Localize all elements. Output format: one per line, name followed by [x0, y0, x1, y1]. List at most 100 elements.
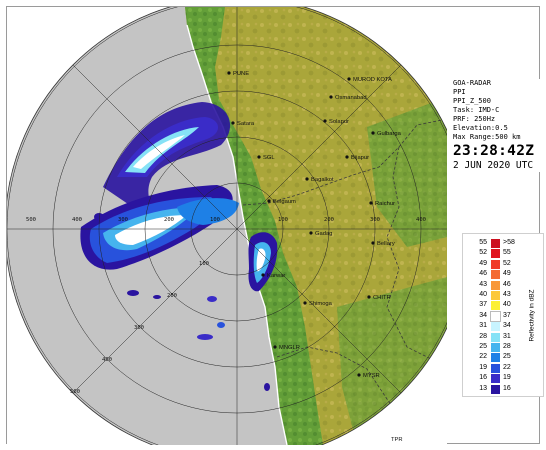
city-label: MUROD KOTA: [353, 77, 392, 83]
ring-label: 500: [70, 389, 80, 395]
max-range-value: Max Range:500 km: [453, 133, 521, 141]
city-label: Bellary: [377, 241, 395, 247]
legend-row: 19 22: [463, 363, 523, 374]
range-label: 100: [210, 217, 220, 223]
legend-low-value: 52: [479, 249, 487, 257]
legend-low-value: 19: [479, 363, 487, 371]
range-label: 300: [370, 217, 380, 223]
legend-high-value: 31: [503, 332, 511, 340]
legend-color-swatch: [491, 270, 500, 280]
city-label: Satara: [237, 121, 255, 127]
legend-high-value: 46: [503, 280, 511, 288]
legend-row: 31 34: [463, 321, 523, 332]
range-rings: [7, 7, 447, 445]
station-name: GOA-RADAR: [453, 79, 491, 87]
legend-title-text: Reflectivity in dBZ: [528, 289, 536, 342]
range-label: 400: [72, 217, 82, 223]
legend-high-value: 16: [503, 384, 511, 392]
legend-color-swatch: [491, 363, 500, 373]
elevation-value: Elevation:0.5: [453, 124, 508, 132]
city-label: Shimoga: [309, 301, 333, 307]
legend-row: 55 >58: [463, 238, 523, 249]
city-label: Raichur: [375, 201, 395, 207]
legend-low-value: 25: [479, 343, 487, 350]
legend-high-value: 52: [503, 259, 511, 267]
legend-color-swatch: [491, 343, 500, 352]
legend-high-value: 55: [503, 249, 511, 257]
city-labels: PUNE MUROD KOTA Osmanabad Satara Solapur…: [227, 71, 403, 443]
legend-high-value: 22: [503, 363, 511, 371]
legend-row: 46 49: [463, 269, 523, 280]
legend-color-swatch: [491, 301, 500, 311]
legend-low-value: 49: [479, 259, 487, 267]
range-label: 200: [164, 217, 174, 223]
city-label: TPR: [391, 437, 403, 443]
ring-label: 300: [134, 325, 144, 331]
legend-row: 34 37: [463, 310, 523, 322]
legend-row: 22 25: [463, 352, 523, 363]
legend-row: 52 55: [463, 248, 523, 259]
legend-low-value: 40: [479, 291, 487, 298]
legend-color-swatch: [491, 353, 500, 363]
range-label: 100: [278, 217, 288, 223]
reflectivity-legend: 55 >58 52 55 49 52 46 49 43 46 40 43 37 40 34 37 31 34 28 3…: [462, 233, 544, 397]
rain-echoes: [80, 102, 278, 391]
city-label: Bagalkot: [311, 177, 334, 183]
legend-low-value: 13: [479, 384, 487, 392]
legend-high-value: 49: [503, 270, 511, 278]
task-name: Task: IMD-C: [453, 106, 500, 114]
city-label: Gadag: [315, 231, 332, 237]
prf-value: PRF: 250Hz: [453, 115, 496, 123]
radar-info-panel: GOA-RADAR PPI PPI_Z_500 Task: IMD-C PRF:…: [453, 79, 545, 172]
legend-high-value: 25: [503, 353, 511, 361]
legend-row: 37 40: [463, 300, 523, 311]
legend-color-swatch: [491, 374, 500, 384]
legend-color-swatch: [491, 239, 500, 248]
legend-high-value: 28: [503, 343, 511, 350]
legend-color-swatch: [490, 310, 501, 322]
legend-low-value: 34: [479, 311, 487, 319]
legend-row: 25 28: [463, 342, 523, 353]
city-label: Belgaum: [273, 199, 296, 205]
legend-low-value: 55: [479, 239, 487, 246]
legend-row: 16 19: [463, 373, 523, 384]
city-label: Karwar: [267, 273, 285, 279]
range-label: 200: [324, 217, 334, 223]
legend-low-value: 16: [479, 374, 487, 382]
legend-row: 28 31: [463, 332, 523, 343]
legend-low-value: 28: [479, 332, 487, 340]
legend-row: 40 43: [463, 290, 523, 301]
scan-date: 2 JUN 2020 UTC: [453, 160, 534, 171]
legend-low-value: 37: [479, 301, 487, 309]
legend-low-value: 31: [479, 322, 487, 330]
radar-product-frame: 500 400 300 200 100 100 200 300 400 100 …: [6, 6, 545, 445]
ring-label: 100: [199, 261, 209, 267]
product-code: PPI_Z_500: [453, 97, 491, 105]
legend-high-value: 37: [503, 311, 511, 319]
range-label: 300: [118, 217, 128, 223]
legend-color-swatch: [491, 332, 500, 342]
ring-label: 400: [102, 357, 112, 363]
legend-color-swatch: [491, 384, 500, 394]
legend-high-value: 40: [503, 301, 511, 309]
range-label: 500: [26, 217, 36, 223]
legend-low-value: 43: [479, 280, 487, 288]
radar-map: 500 400 300 200 100 100 200 300 400 100 …: [7, 7, 447, 445]
product-type: PPI: [453, 88, 466, 96]
range-label: 400: [416, 217, 426, 223]
legend-low-value: 46: [479, 270, 487, 278]
coastline: [186, 24, 288, 445]
city-label: Osmanabad: [335, 95, 367, 101]
legend-color-swatch: [491, 291, 500, 300]
legend-color-swatch: [491, 322, 500, 332]
city-label: SGL: [263, 155, 275, 161]
range-labels: 500 400 300 200 100 100 200 300 400 100 …: [26, 217, 426, 395]
city-label: Solapur: [329, 119, 349, 125]
city-label: Bijapur: [351, 155, 369, 161]
scan-time: 23:28:42Z: [453, 143, 535, 159]
ring-label: 200: [167, 293, 177, 299]
legend-row: 13 16: [463, 384, 523, 395]
city-label: CHITR: [373, 295, 391, 301]
legend-high-value: 19: [503, 374, 511, 382]
city-label: MYSR: [363, 373, 380, 379]
